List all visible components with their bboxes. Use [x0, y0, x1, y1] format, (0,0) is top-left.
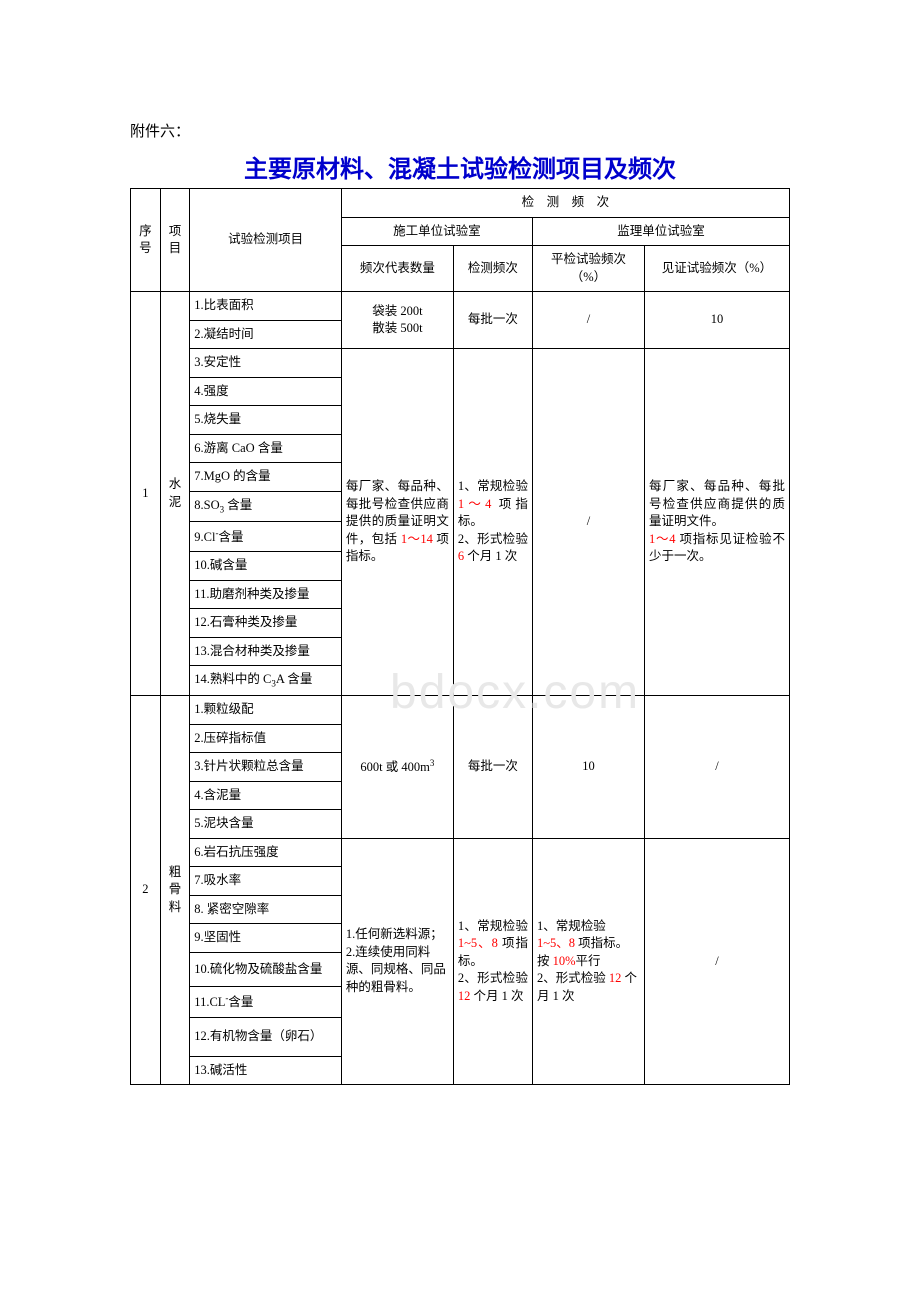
test-item: 8.SO3 含量 [190, 491, 342, 521]
header-freq-group: 检 测 频 次 [341, 189, 789, 218]
freq-text: 2、形式检验 [458, 532, 528, 546]
test-item: 6.游离 CaO 含量 [190, 434, 342, 463]
header-project: 项目 [160, 189, 190, 292]
qty-2b: 1.任何新选料源； 2.连续使用同料源、同规格、同品种的粗骨料。 [341, 838, 453, 1084]
test-item: 13.混合材种类及掺量 [190, 637, 342, 666]
main-table: 序号 项目 试验检测项目 检 测 频 次 施工单位试验室 监理单位试验室 频次代… [130, 188, 790, 1085]
witness-red: 1～4 [649, 532, 676, 546]
header-freq: 检测频次 [453, 246, 532, 292]
parallel-2a: 10 [532, 696, 644, 839]
test-item: 12.石膏种类及掺量 [190, 609, 342, 638]
qty-1a: 袋装 200t 散装 500t [341, 292, 453, 349]
parallel-red: 10% [553, 954, 576, 968]
qty-1b: 每厂家、每品种、每批号检查供应商提供的质量证明文件，包括 1～14 项指标。 [341, 349, 453, 696]
header-construction-lab: 施工单位试验室 [341, 217, 532, 246]
freq-red: 1～4 [458, 497, 491, 511]
test-item: 13.碱活性 [190, 1056, 342, 1085]
freq-text: 2、形式检验 [458, 971, 528, 985]
test-item: 7.MgO 的含量 [190, 463, 342, 492]
freq-text: 1、常规检验 [458, 479, 528, 493]
project-2: 粗骨料 [160, 696, 190, 1085]
project-1: 水泥 [160, 292, 190, 696]
parallel-red: 12 [609, 971, 622, 985]
test-item: 4.强度 [190, 377, 342, 406]
seq-2: 2 [131, 696, 161, 1085]
test-item: 8. 紧密空隙率 [190, 895, 342, 924]
test-item: 2.压碎指标值 [190, 724, 342, 753]
test-item: 9.Cl-含量 [190, 521, 342, 552]
witness-1a: 10 [644, 292, 789, 349]
parallel-text: 2、形式检验 [537, 971, 609, 985]
test-item: 5.烧失量 [190, 406, 342, 435]
header-witness: 见证试验频次（%） [644, 246, 789, 292]
parallel-text: 1、常规检验 [537, 919, 606, 933]
freq-1a: 每批一次 [453, 292, 532, 349]
test-item: 6.岩石抗压强度 [190, 838, 342, 867]
test-item: 1.颗粒级配 [190, 696, 342, 725]
parallel-1a: / [532, 292, 644, 349]
header-qty: 频次代表数量 [341, 246, 453, 292]
freq-2b: 1、常规检验 1~5、8 项指标。 2、形式检验 12 个月 1 次 [453, 838, 532, 1084]
qty-red: 1～14 [401, 532, 433, 546]
parallel-2b: 1、常规检验 1~5、8 项指标。按 10%平行 2、形式检验 12 个月 1 … [532, 838, 644, 1084]
header-seq: 序号 [131, 189, 161, 292]
freq-1b: 1、常规检验 1～4 项指标。 2、形式检验 6 个月 1 次 [453, 349, 532, 696]
freq-2a: 每批一次 [453, 696, 532, 839]
test-item: 1.比表面积 [190, 292, 342, 321]
header-supervision-lab: 监理单位试验室 [532, 217, 789, 246]
test-item: 3.安定性 [190, 349, 342, 378]
test-item: 5.泥块含量 [190, 810, 342, 839]
test-item: 10.硫化物及硫酸盐含量 [190, 952, 342, 987]
test-item: 10.碱含量 [190, 552, 342, 581]
attachment-label: 附件六： [130, 120, 790, 141]
freq-text: 个月 1 次 [470, 989, 523, 1003]
header-parallel: 平检试验频次（%） [532, 246, 644, 292]
parallel-red: 1~5、8 [537, 936, 575, 950]
test-item: 7.吸水率 [190, 867, 342, 896]
test-item: 9.坚固性 [190, 924, 342, 953]
freq-text: 1、常规检验 [458, 919, 528, 933]
page-title: 主要原材料、混凝土试验检测项目及频次 [130, 149, 790, 184]
test-item: 2.凝结时间 [190, 320, 342, 349]
freq-text: 个月 1 次 [464, 549, 517, 563]
freq-red: 1~5、8 [458, 936, 498, 950]
qty-2a: 600t 或 400m3 [341, 696, 453, 839]
witness-2a: / [644, 696, 789, 839]
test-item: 3.针片状颗粒总含量 [190, 753, 342, 782]
freq-red: 12 [458, 989, 471, 1003]
test-item: 11.助磨剂种类及掺量 [190, 580, 342, 609]
witness-2b: / [644, 838, 789, 1084]
parallel-1b: / [532, 349, 644, 696]
test-item: 14.熟料中的 C3A 含量 [190, 666, 342, 696]
header-test-item: 试验检测项目 [190, 189, 342, 292]
test-item: 4.含泥量 [190, 781, 342, 810]
witness-1b: 每厂家、每品种、每批号检查供应商提供的质量证明文件。 1～4 项指标见证检验不少… [644, 349, 789, 696]
witness-text: 每厂家、每品种、每批号检查供应商提供的质量证明文件。 [649, 479, 785, 528]
seq-1: 1 [131, 292, 161, 696]
test-item: 11.CL-含量 [190, 987, 342, 1018]
parallel-text: 平行 [576, 954, 601, 968]
test-item: 12.有机物含量（卵石） [190, 1018, 342, 1057]
